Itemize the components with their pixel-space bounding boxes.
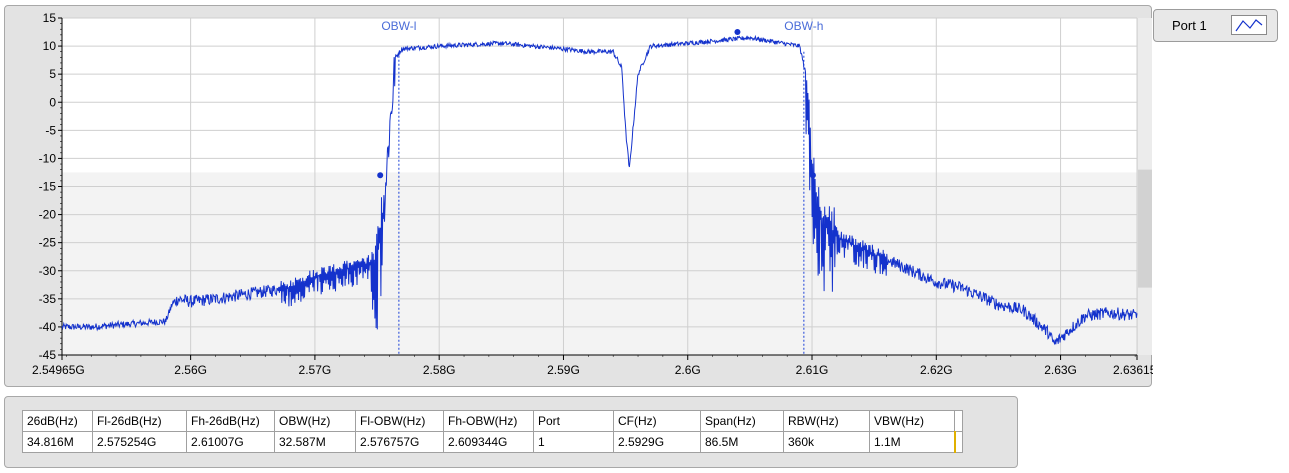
spectrum-chart: 15 10 5 0 -5 -10 -15 -20 -25 -30 -35 -40 -452.54965G… [32,11,1153,377]
line-plot-icon[interactable] [1231,15,1267,35]
column-header [954,410,963,432]
table-cell: 2.575254G [92,431,187,453]
x-tick-label: 2.58G [423,363,456,377]
plot-side-thumb [1138,169,1152,288]
table-cell [953,431,963,453]
column-header: CF(Hz) [613,410,701,432]
y-tick-label: 10 [43,39,57,53]
y-tick-label: -40 [39,320,57,334]
series-line-port-1 [61,34,1138,346]
table-cell: 2.576757G [355,431,444,453]
table-cell: 2.61007G [186,431,275,453]
results-table-panel: 26dB(Hz) Fl-26dB(Hz) Fh-26dB(Hz) OBW(Hz)… [4,396,1018,468]
x-tick-label: 2.63615G [1113,363,1153,377]
table-cell: 1.1M [869,431,955,453]
plot-band [62,172,1137,355]
column-header: Fl-26dB(Hz) [92,410,187,432]
table-cell: 360k [783,431,870,453]
trace-marker [809,172,816,179]
x-tick-label: 2.6G [675,363,701,377]
plot-legend[interactable]: Port 1 [1153,9,1278,42]
results-table: 26dB(Hz) Fl-26dB(Hz) Fh-26dB(Hz) OBW(Hz)… [22,410,963,453]
column-header: Fl-OBW(Hz) [355,410,444,432]
x-tick-label: 2.59G [547,363,580,377]
table-cell: 32.587M [274,431,356,453]
column-header: VBW(Hz) [869,410,955,432]
table-cell: 2.609344G [443,431,534,453]
y-tick-label: -25 [39,236,57,250]
column-header: RBW(Hz) [783,410,870,432]
x-tick-label: 2.57G [299,363,332,377]
y-tick-label: -30 [39,264,57,278]
table-row[interactable]: 34.816M 2.575254G 2.61007G 32.587M 2.576… [22,431,963,453]
cursor-label: OBW-l [381,19,416,33]
x-tick-label: 2.56G [174,363,207,377]
table-cell: 34.816M [22,431,93,453]
column-header: Fh-26dB(Hz) [186,410,275,432]
x-tick-label: 2.63G [1044,363,1077,377]
x-tick-label: 2.62G [920,363,953,377]
cursor-label: OBW-h [784,19,823,33]
y-tick-label: -20 [39,208,57,222]
y-tick-label: 0 [49,95,56,109]
y-tick-label: -10 [39,151,57,165]
trace-marker [734,29,741,36]
table-cell: 1 [533,431,614,453]
y-tick-label: -5 [45,123,56,137]
table-header-row: 26dB(Hz) Fl-26dB(Hz) Fh-26dB(Hz) OBW(Hz)… [22,410,963,432]
y-tick-label: 15 [43,11,57,25]
column-header: Fh-OBW(Hz) [443,410,534,432]
x-tick-label: 2.61G [796,363,829,377]
y-tick-label: 5 [49,67,56,81]
y-tick-label: -35 [39,292,57,306]
y-tick-label: -15 [39,180,57,194]
legend-label: Port 1 [1172,18,1207,33]
trace-marker [377,172,384,179]
table-cell: 86.5M [700,431,784,453]
table-cell: 2.5929G [613,431,701,453]
column-header: Span(Hz) [700,410,784,432]
column-header: Port [533,410,614,432]
column-header: OBW(Hz) [274,410,356,432]
y-tick-label: -45 [39,348,57,362]
chart-panel: 15 10 5 0 -5 -10 -15 -20 -25 -30 -35 -40 -45 2.54965G… [4,5,1153,387]
x-tick-label: 2.54965G [32,363,85,377]
column-header: 26dB(Hz) [22,410,93,432]
